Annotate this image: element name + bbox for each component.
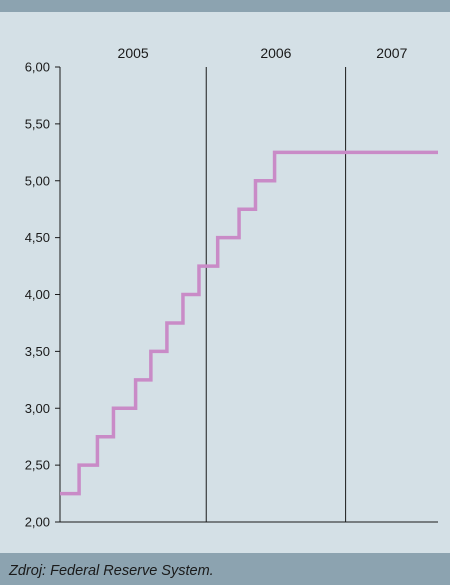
y-tick-label: 4,00 bbox=[25, 287, 50, 302]
y-tick-label: 2,00 bbox=[25, 515, 50, 530]
y-tick-label: 3,00 bbox=[25, 401, 50, 416]
y-tick-label: 6,00 bbox=[25, 60, 50, 75]
source-bar: Zdroj: Federal Reserve System. bbox=[0, 553, 450, 585]
y-tick-label: 5,50 bbox=[25, 116, 50, 131]
year-labels: 2005 2006 2007 bbox=[118, 45, 408, 61]
y-tick-label: 4,50 bbox=[25, 230, 50, 245]
top-bar bbox=[0, 0, 450, 12]
rate-chart: 2,00 2,50 3,00 3,50 4,00 4,50 5,00 5,50 6,00 200… bbox=[25, 45, 438, 530]
y-tick-label: 5,00 bbox=[25, 173, 50, 188]
y-tick-label: 3,50 bbox=[25, 344, 50, 359]
fed-funds-rate-line bbox=[60, 150, 438, 496]
chart-container: 2,00 2,50 3,00 3,50 4,00 4,50 5,00 5,50 6,00 200… bbox=[0, 12, 450, 552]
series bbox=[60, 150, 438, 496]
y-tick-label: 2,50 bbox=[25, 458, 50, 473]
year-label: 2007 bbox=[376, 45, 407, 61]
source-note: Zdroj: Federal Reserve System. bbox=[9, 563, 214, 579]
year-label: 2006 bbox=[260, 45, 291, 61]
y-axis: 2,00 2,50 3,00 3,50 4,00 4,50 5,00 5,50 6,00 bbox=[25, 60, 61, 530]
year-label: 2005 bbox=[118, 45, 149, 61]
x-axis bbox=[60, 67, 438, 523]
